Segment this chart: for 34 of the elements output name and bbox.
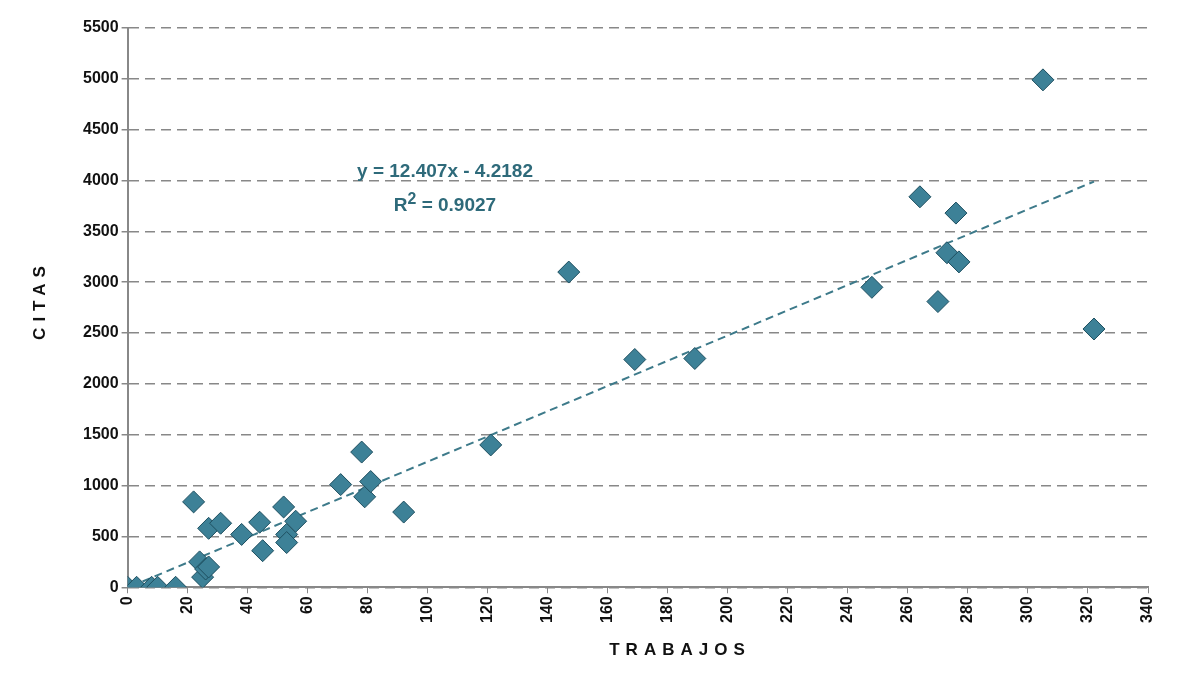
- x-tick-label: 260: [898, 596, 916, 624]
- y-tick-label: 1000: [83, 476, 119, 494]
- x-tick-label: 200: [718, 596, 736, 624]
- y-tick-label: 2500: [83, 323, 119, 341]
- x-tick-label: 140: [538, 596, 556, 624]
- x-tick-label: 280: [958, 596, 976, 624]
- y-tick-label: 3000: [83, 272, 119, 290]
- annotation: y = 12.407x - 4.2182: [356, 160, 534, 182]
- y-tick-label: 4000: [83, 170, 119, 188]
- annotation: R$^{2}$ = 0.9027: [392, 190, 498, 217]
- x-tick-label: 80: [358, 596, 376, 615]
- y-tick-label: 0: [109, 577, 119, 595]
- y-tick-label: 5000: [83, 69, 119, 87]
- y-tick-label: 3500: [83, 221, 119, 239]
- y-tick-label: 5500: [83, 18, 119, 36]
- x-tick-label: 120: [478, 596, 496, 624]
- x-tick-label: 100: [418, 596, 436, 624]
- x-tick-label: 300: [1018, 596, 1036, 624]
- y-tick-label: 4500: [83, 120, 119, 138]
- x-tick-label: 340: [1138, 596, 1156, 624]
- x-tick-label: 0: [118, 596, 135, 606]
- x-tick-label: 220: [778, 596, 796, 624]
- x-tick-label: 160: [598, 596, 616, 624]
- y-tick-label: 500: [91, 526, 119, 544]
- x-tick-label: 240: [838, 596, 856, 624]
- x-tick-label: 180: [658, 596, 676, 624]
- x-tick-label: 60: [298, 596, 316, 615]
- x-tick-label: 320: [1078, 596, 1096, 624]
- x-tick-label: 20: [178, 596, 196, 615]
- x-tick-label: 40: [238, 596, 256, 615]
- y-axis-title: CITAS: [30, 259, 50, 342]
- y-tick-label: 2000: [83, 374, 119, 392]
- x-axis-title: TRABAJOS: [608, 640, 752, 660]
- y-tick-label: 1500: [83, 425, 119, 443]
